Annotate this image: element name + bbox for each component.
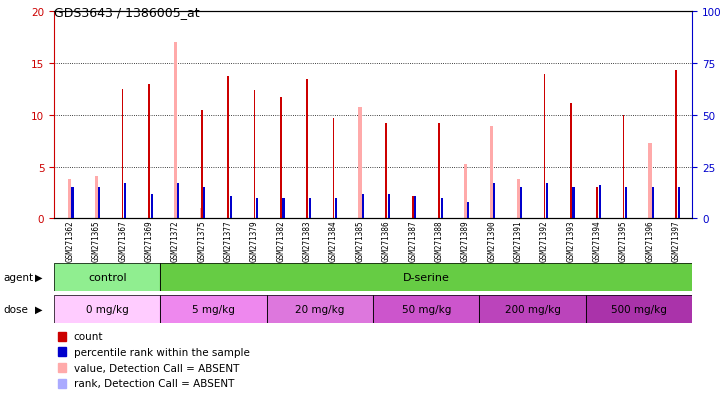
Bar bbox=[160, 295, 267, 323]
Text: ▶: ▶ bbox=[35, 304, 42, 314]
Bar bbox=[280, 98, 282, 219]
Bar bbox=[373, 295, 479, 323]
Text: 0 mg/kg: 0 mg/kg bbox=[86, 304, 128, 314]
Bar bbox=[122, 90, 123, 219]
Bar bbox=[361, 194, 363, 219]
Bar bbox=[200, 209, 203, 219]
Bar bbox=[54, 295, 160, 323]
Text: 500 mg/kg: 500 mg/kg bbox=[611, 304, 667, 314]
Text: percentile rank within the sample: percentile rank within the sample bbox=[74, 347, 249, 357]
Bar bbox=[625, 188, 627, 219]
Bar bbox=[546, 184, 548, 219]
Bar bbox=[520, 188, 522, 219]
Bar bbox=[412, 196, 414, 219]
Text: ▶: ▶ bbox=[35, 272, 42, 282]
Text: rank, Detection Call = ABSENT: rank, Detection Call = ABSENT bbox=[74, 378, 234, 388]
Text: dose: dose bbox=[4, 304, 29, 314]
Bar bbox=[386, 124, 387, 219]
Bar bbox=[479, 295, 585, 323]
Bar bbox=[467, 215, 469, 219]
Bar bbox=[71, 188, 74, 219]
Text: value, Detection Call = ABSENT: value, Detection Call = ABSENT bbox=[74, 363, 239, 373]
Text: agent: agent bbox=[4, 272, 34, 282]
Bar bbox=[203, 188, 205, 219]
Text: control: control bbox=[88, 272, 127, 282]
Bar bbox=[676, 71, 677, 219]
Text: 5 mg/kg: 5 mg/kg bbox=[193, 304, 235, 314]
Bar bbox=[94, 177, 98, 219]
Bar bbox=[332, 119, 335, 219]
Bar bbox=[201, 111, 203, 219]
Bar bbox=[388, 194, 390, 219]
Bar bbox=[467, 202, 469, 219]
Bar bbox=[160, 263, 692, 291]
Bar bbox=[520, 215, 522, 219]
Bar bbox=[160, 295, 267, 323]
Bar bbox=[596, 188, 598, 219]
Bar bbox=[54, 263, 160, 291]
Bar bbox=[254, 91, 255, 219]
Bar bbox=[544, 74, 545, 219]
Bar bbox=[267, 295, 373, 323]
Bar bbox=[98, 188, 100, 219]
Text: 200 mg/kg: 200 mg/kg bbox=[505, 304, 560, 314]
Text: count: count bbox=[74, 331, 103, 341]
Bar bbox=[151, 194, 153, 219]
Bar bbox=[415, 196, 416, 219]
Text: D-serine: D-serine bbox=[403, 272, 450, 282]
Bar bbox=[493, 215, 495, 219]
Bar bbox=[493, 184, 495, 219]
Bar bbox=[306, 79, 308, 219]
Bar bbox=[479, 295, 585, 323]
Bar bbox=[648, 144, 652, 219]
Bar bbox=[570, 103, 572, 219]
Bar bbox=[174, 43, 177, 219]
Bar bbox=[267, 295, 373, 323]
Text: GDS3643 / 1386005_at: GDS3643 / 1386005_at bbox=[54, 6, 200, 19]
Bar bbox=[678, 188, 680, 219]
Bar bbox=[309, 198, 311, 219]
Bar bbox=[283, 198, 285, 219]
Bar bbox=[358, 107, 361, 219]
Bar bbox=[585, 295, 692, 323]
Bar bbox=[652, 215, 654, 219]
Bar bbox=[335, 198, 337, 219]
Text: 20 mg/kg: 20 mg/kg bbox=[296, 304, 345, 314]
Bar bbox=[54, 295, 160, 323]
Bar bbox=[256, 198, 258, 219]
Bar bbox=[585, 295, 692, 323]
Bar bbox=[68, 180, 71, 219]
Text: 50 mg/kg: 50 mg/kg bbox=[402, 304, 451, 314]
Bar bbox=[160, 263, 692, 291]
Bar bbox=[361, 215, 363, 219]
Bar bbox=[227, 76, 229, 219]
Bar bbox=[599, 186, 601, 219]
Bar bbox=[438, 124, 440, 219]
Bar bbox=[373, 295, 479, 323]
Bar bbox=[54, 263, 160, 291]
Bar bbox=[623, 116, 624, 219]
Bar bbox=[230, 196, 231, 219]
Bar bbox=[516, 180, 520, 219]
Bar bbox=[148, 85, 150, 219]
Bar bbox=[441, 198, 443, 219]
Bar bbox=[572, 188, 575, 219]
Bar bbox=[98, 209, 100, 219]
Bar bbox=[464, 164, 467, 219]
Bar bbox=[71, 211, 74, 219]
Bar bbox=[490, 127, 493, 219]
Bar bbox=[652, 188, 654, 219]
Bar bbox=[124, 184, 126, 219]
Bar bbox=[177, 184, 179, 219]
